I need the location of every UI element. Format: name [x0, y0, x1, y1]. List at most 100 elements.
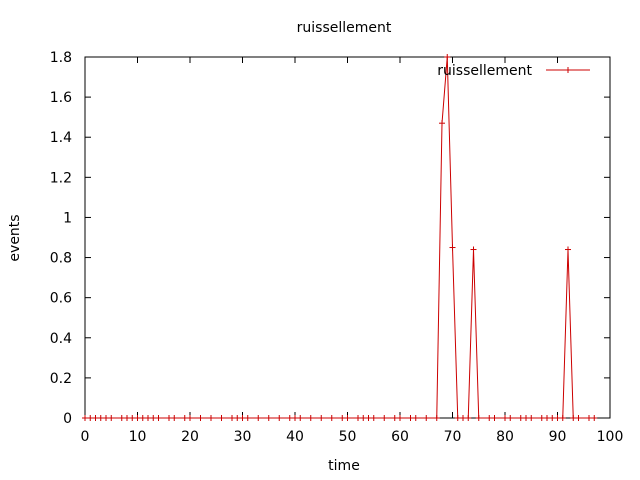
data-point: [460, 415, 466, 421]
x-tick-label: 60: [391, 429, 409, 445]
data-point: [87, 415, 94, 421]
y-tick-label: 1: [63, 210, 72, 226]
data-point: [465, 415, 472, 421]
series-line: [85, 56, 595, 419]
data-point: [103, 415, 109, 421]
y-tick-label: 0: [63, 411, 72, 427]
data-point: [538, 415, 545, 421]
x-tick-label: 80: [496, 429, 514, 445]
data-point: [297, 415, 304, 421]
legend-label: ruissellement: [437, 63, 532, 79]
x-tick-label: 90: [549, 429, 567, 445]
legend: ruissellement: [437, 63, 590, 79]
data-point: [586, 415, 592, 421]
data-point: [124, 415, 130, 421]
data-point: [412, 415, 419, 421]
data-point: [276, 415, 283, 421]
data-point: [171, 415, 178, 421]
x-tick-label: 70: [444, 429, 462, 445]
y-tick-label: 1.2: [50, 170, 72, 186]
axes: 0 10 20 30 40 50 60 70 80 90 100 0 0.2 0.4 0.6 0.8 1 1.2 1…: [50, 50, 624, 445]
data-point: [517, 415, 524, 421]
data-point: [344, 415, 351, 421]
data-point: [591, 415, 598, 421]
data-point: [155, 415, 162, 421]
data-point: [82, 415, 88, 421]
data-point: [570, 415, 577, 421]
data-point: [244, 415, 251, 421]
data-point: [181, 415, 188, 421]
data-point: [339, 415, 346, 421]
data-point: [423, 415, 430, 421]
data-point: [355, 415, 361, 421]
y-tick-label: 0.8: [50, 251, 72, 267]
y-tick-label: 0.4: [50, 331, 72, 347]
data-point: [549, 415, 556, 421]
data-point: [365, 415, 372, 421]
data-point: [108, 415, 115, 421]
data-point: [449, 244, 456, 251]
data-point: [234, 415, 241, 421]
x-tick-label: 0: [81, 429, 90, 445]
data-point: [208, 415, 214, 421]
data-point: [559, 415, 566, 421]
data-point: [134, 415, 141, 421]
data-point: [502, 415, 508, 421]
x-tick-label: 50: [339, 429, 357, 445]
data-point: [565, 246, 571, 253]
data-point: [118, 415, 125, 421]
data-point: [433, 415, 440, 421]
data-point: [129, 415, 136, 421]
series-group: [82, 54, 598, 421]
data-point: [197, 415, 204, 421]
data-point: [554, 415, 561, 421]
data-point: [218, 415, 225, 421]
data-point: [229, 415, 235, 421]
x-tick-label: 40: [286, 429, 304, 445]
y-tick-label: 1.4: [50, 130, 72, 146]
y-tick-label: 0.6: [50, 291, 72, 307]
data-point: [507, 415, 514, 421]
x-tick-label: 30: [234, 429, 252, 445]
data-point: [145, 415, 151, 421]
data-point: [307, 415, 314, 421]
data-point: [454, 415, 461, 421]
y-axis-label: events: [7, 214, 23, 261]
data-point: [166, 415, 172, 421]
data-point: [292, 415, 298, 421]
data-point: [286, 415, 293, 421]
y-tick-label: 0.2: [50, 371, 72, 387]
data-point: [470, 246, 477, 253]
data-point: [475, 415, 482, 421]
data-point: [92, 415, 99, 421]
data-point: [381, 415, 388, 421]
data-point: [397, 415, 403, 421]
x-axis-label: time: [328, 458, 360, 474]
x-tick-label: 10: [129, 429, 147, 445]
data-point: [97, 415, 104, 421]
data-point: [523, 415, 529, 421]
data-point: [391, 415, 398, 421]
data-point: [187, 415, 193, 421]
y-tick-label: 1.6: [50, 90, 72, 106]
data-point: [255, 415, 262, 421]
data-point: [328, 415, 335, 421]
plot-frame: [84, 56, 611, 419]
data-point: [439, 120, 445, 127]
chart-title: ruissellement: [297, 20, 392, 36]
x-tick-label: 100: [597, 429, 624, 445]
data-point: [318, 415, 325, 421]
data-point: [139, 415, 146, 421]
data-point: [486, 415, 493, 421]
data-point: [150, 415, 157, 421]
data-point: [544, 415, 550, 421]
x-tick-label: 20: [181, 429, 199, 445]
data-point: [370, 415, 377, 421]
data-point: [360, 415, 367, 421]
data-point: [444, 54, 451, 60]
data-point: [528, 415, 535, 421]
data-point: [239, 415, 246, 421]
data-point: [407, 415, 414, 421]
data-point: [575, 415, 582, 421]
